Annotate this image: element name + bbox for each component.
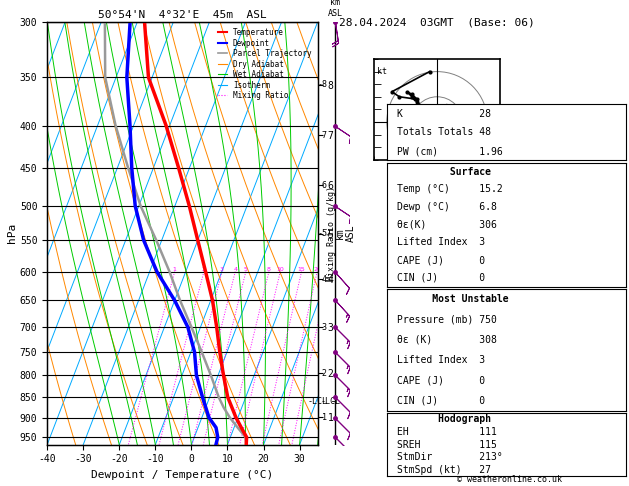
Text: CIN (J)       0: CIN (J) 0 [397,396,485,405]
Text: SREH          115: SREH 115 [397,440,497,450]
Text: K             28: K 28 [397,109,491,119]
Text: 20: 20 [313,267,321,272]
Text: -LCL: -LCL [308,397,328,406]
Text: 8: 8 [267,267,271,272]
Text: © weatheronline.co.uk: © weatheronline.co.uk [457,474,562,484]
Text: EH            111: EH 111 [397,427,497,437]
Legend: Temperature, Dewpoint, Parcel Trajectory, Dry Adiabat, Wet Adiabat, Isotherm, Mi: Temperature, Dewpoint, Parcel Trajectory… [215,26,314,103]
Text: -4: -4 [318,275,328,284]
Text: 3: 3 [220,267,224,272]
Text: CAPE (J)      0: CAPE (J) 0 [397,255,485,265]
Text: 4: 4 [233,267,237,272]
Text: -8: -8 [318,80,328,89]
Text: StmDir        213°: StmDir 213° [397,452,503,462]
Text: Surface: Surface [397,167,491,177]
Text: 5: 5 [244,267,248,272]
Text: CIN (J)       0: CIN (J) 0 [397,273,485,283]
Text: 15: 15 [298,267,306,272]
Text: θε (K)        308: θε (K) 308 [397,335,497,345]
Title: 50°54'N  4°32'E  45m  ASL: 50°54'N 4°32'E 45m ASL [98,10,267,20]
Text: 10: 10 [276,267,284,272]
Text: -LCL: -LCL [320,397,340,406]
Text: θε(K)         306: θε(K) 306 [397,220,497,230]
Text: Most Unstable: Most Unstable [397,295,509,304]
Text: -1: -1 [318,413,328,422]
Text: Totals Totals 48: Totals Totals 48 [397,127,491,138]
Text: CAPE (J)      0: CAPE (J) 0 [397,375,485,385]
Text: 2: 2 [202,267,206,272]
Y-axis label: km
ASL: km ASL [335,225,356,242]
Y-axis label: hPa: hPa [7,223,17,243]
Text: 28.04.2024  03GMT  (Base: 06): 28.04.2024 03GMT (Base: 06) [339,17,535,27]
Text: Dewp (°C)     6.8: Dewp (°C) 6.8 [397,202,497,212]
Text: -5: -5 [318,229,328,238]
Text: StmSpd (kt)   27: StmSpd (kt) 27 [397,465,491,475]
Text: -2: -2 [318,368,328,378]
Text: Pressure (mb) 750: Pressure (mb) 750 [397,314,497,325]
Text: -7: -7 [318,131,328,140]
Text: kt: kt [377,67,387,76]
Text: Lifted Index  3: Lifted Index 3 [397,355,485,365]
Text: km
ASL: km ASL [328,0,342,17]
Text: 10: 10 [433,147,442,153]
Text: Temp (°C)     15.2: Temp (°C) 15.2 [397,184,503,194]
X-axis label: Dewpoint / Temperature (°C): Dewpoint / Temperature (°C) [91,470,274,480]
Text: -3: -3 [318,323,328,331]
Text: Mixing Ratio (g/kg): Mixing Ratio (g/kg) [327,186,337,281]
Text: PW (cm)       1.96: PW (cm) 1.96 [397,146,503,156]
Text: 1: 1 [173,267,177,272]
Text: Lifted Index  3: Lifted Index 3 [397,238,485,247]
Text: -6: -6 [318,181,328,190]
Text: 20: 20 [433,172,442,178]
Text: Hodograph: Hodograph [397,415,491,424]
